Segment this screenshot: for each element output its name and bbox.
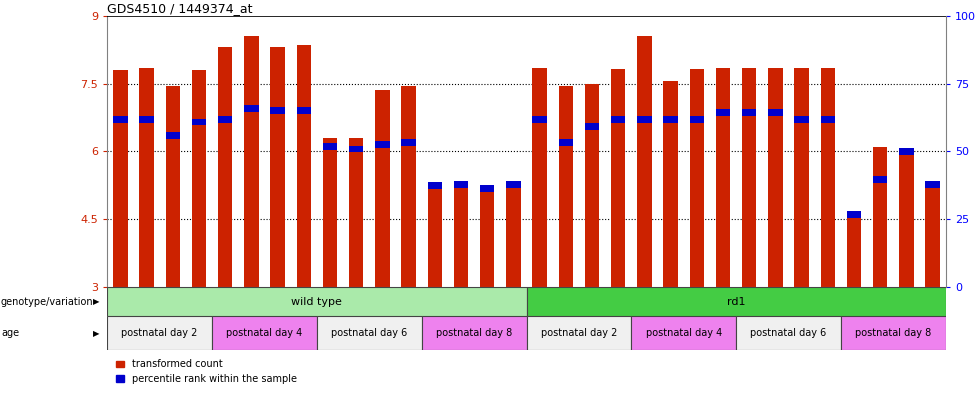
Bar — [192, 119, 206, 125]
Bar — [526, 287, 946, 316]
Text: GDS4510 / 1449374_at: GDS4510 / 1449374_at — [107, 2, 253, 15]
Text: rd1: rd1 — [727, 297, 745, 307]
Bar — [795, 116, 809, 123]
Bar — [663, 81, 678, 287]
Bar — [323, 143, 337, 150]
Bar — [585, 123, 600, 130]
Bar — [349, 138, 364, 287]
Text: postnatal day 4: postnatal day 4 — [226, 328, 302, 338]
Bar — [847, 211, 861, 218]
Text: postnatal day 2: postnatal day 2 — [541, 328, 617, 338]
Bar — [559, 139, 573, 146]
Bar — [840, 316, 946, 350]
Bar — [480, 185, 494, 192]
Bar — [925, 181, 940, 188]
Text: age: age — [1, 328, 20, 338]
Bar — [139, 68, 154, 287]
Bar — [139, 116, 154, 123]
Bar — [113, 70, 128, 287]
Bar — [421, 316, 526, 350]
Bar — [716, 68, 730, 287]
Bar — [244, 36, 258, 287]
Bar — [402, 86, 415, 287]
Bar — [611, 69, 625, 287]
Bar — [768, 110, 783, 116]
Bar — [349, 146, 364, 152]
Bar — [795, 68, 809, 287]
Bar — [270, 107, 285, 114]
Bar — [244, 105, 258, 112]
Text: postnatal day 8: postnatal day 8 — [855, 328, 931, 338]
Bar — [742, 110, 757, 116]
Text: postnatal day 6: postnatal day 6 — [751, 328, 827, 338]
Bar — [689, 69, 704, 287]
Bar — [847, 215, 861, 287]
Bar — [899, 148, 914, 155]
Bar — [506, 181, 521, 188]
Text: wild type: wild type — [292, 297, 342, 307]
Bar — [925, 184, 940, 287]
Bar — [453, 181, 468, 188]
Bar — [453, 184, 468, 287]
Bar — [428, 182, 442, 189]
Bar — [821, 116, 835, 123]
Bar — [296, 45, 311, 287]
Bar — [873, 147, 887, 287]
Bar — [689, 116, 704, 123]
Bar — [213, 316, 317, 350]
Bar — [532, 68, 547, 287]
Bar — [296, 107, 311, 114]
Bar — [506, 184, 521, 287]
Bar — [317, 316, 421, 350]
Text: postnatal day 8: postnatal day 8 — [436, 328, 512, 338]
Bar — [632, 316, 736, 350]
Bar — [559, 86, 573, 287]
Text: ▶: ▶ — [93, 329, 99, 338]
Bar — [107, 287, 526, 316]
Bar — [873, 176, 887, 183]
Bar — [532, 116, 547, 123]
Bar — [192, 70, 206, 287]
Bar — [480, 188, 494, 287]
Bar — [218, 116, 232, 123]
Bar — [113, 116, 128, 123]
Bar — [768, 68, 783, 287]
Bar — [323, 138, 337, 287]
Bar — [166, 86, 180, 287]
Bar — [663, 116, 678, 123]
Bar — [821, 68, 835, 287]
Bar — [270, 47, 285, 287]
Bar — [218, 47, 232, 287]
Bar — [526, 316, 632, 350]
Text: genotype/variation: genotype/variation — [1, 297, 94, 307]
Bar — [638, 116, 651, 123]
Text: postnatal day 6: postnatal day 6 — [332, 328, 408, 338]
Text: postnatal day 4: postnatal day 4 — [645, 328, 722, 338]
Bar — [899, 151, 914, 287]
Bar — [375, 141, 390, 148]
Bar — [742, 68, 757, 287]
Bar — [375, 90, 390, 287]
Bar — [107, 316, 213, 350]
Bar — [428, 185, 442, 287]
Bar — [716, 110, 730, 116]
Bar — [638, 36, 651, 287]
Legend: transformed count, percentile rank within the sample: transformed count, percentile rank withi… — [112, 356, 300, 388]
Bar — [166, 132, 180, 139]
Text: ▶: ▶ — [93, 297, 99, 306]
Bar — [736, 316, 840, 350]
Text: postnatal day 2: postnatal day 2 — [122, 328, 198, 338]
Bar — [402, 139, 415, 146]
Bar — [585, 83, 600, 287]
Bar — [611, 116, 625, 123]
